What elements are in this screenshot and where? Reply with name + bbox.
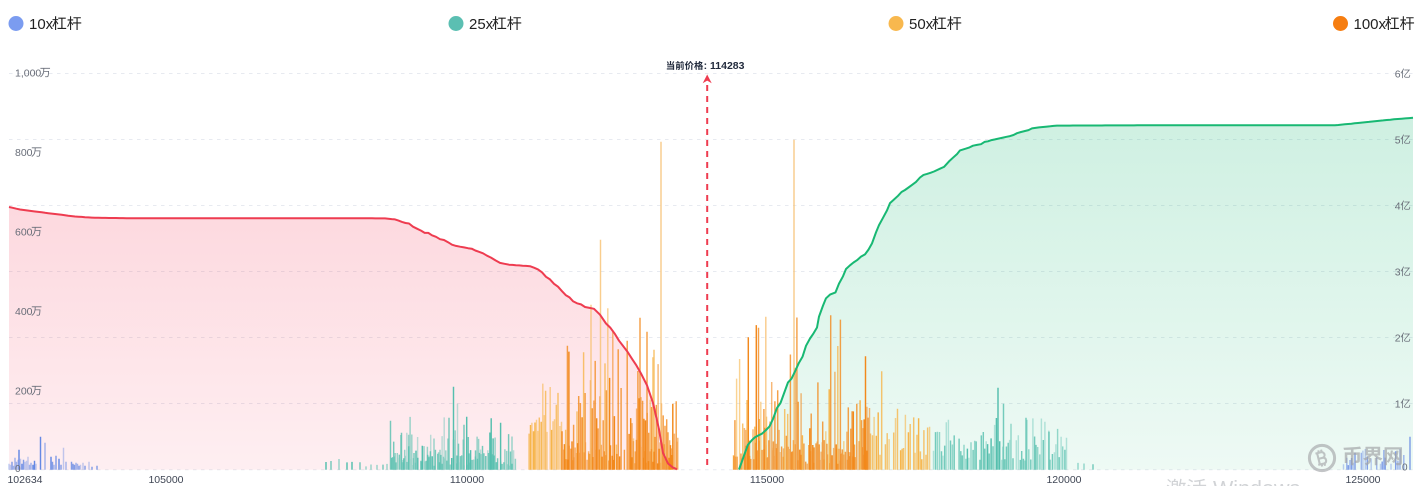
svg-text:200: 200 bbox=[15, 385, 33, 397]
svg-text:1: 1 bbox=[1395, 398, 1401, 410]
svg-text:600: 600 bbox=[15, 226, 33, 238]
svg-text:2: 2 bbox=[1395, 332, 1401, 344]
svg-text:105000: 105000 bbox=[148, 474, 183, 486]
svg-text:800: 800 bbox=[15, 147, 33, 159]
svg-text:100x: 100x bbox=[1354, 16, 1387, 33]
svg-text:120000: 120000 bbox=[1046, 474, 1081, 486]
svg-text:102634: 102634 bbox=[7, 474, 42, 486]
svg-text:6: 6 bbox=[1395, 68, 1401, 80]
svg-text:Windows: Windows bbox=[1213, 476, 1300, 486]
svg-text:10x: 10x bbox=[29, 16, 54, 33]
svg-text:0: 0 bbox=[15, 464, 21, 475]
svg-text:1,000: 1,000 bbox=[15, 67, 41, 79]
svg-text:: 114283: : 114283 bbox=[704, 60, 745, 72]
svg-text:4: 4 bbox=[1395, 200, 1401, 212]
svg-text:3: 3 bbox=[1395, 266, 1401, 278]
svg-text:400: 400 bbox=[15, 306, 33, 318]
svg-text:25x: 25x bbox=[469, 16, 494, 33]
svg-text:115000: 115000 bbox=[750, 474, 784, 486]
svg-text:125000: 125000 bbox=[1345, 474, 1380, 486]
svg-text:50x: 50x bbox=[909, 16, 934, 33]
svg-text:110000: 110000 bbox=[450, 474, 484, 486]
svg-text:0: 0 bbox=[1402, 463, 1408, 474]
svg-text:5: 5 bbox=[1395, 134, 1401, 146]
